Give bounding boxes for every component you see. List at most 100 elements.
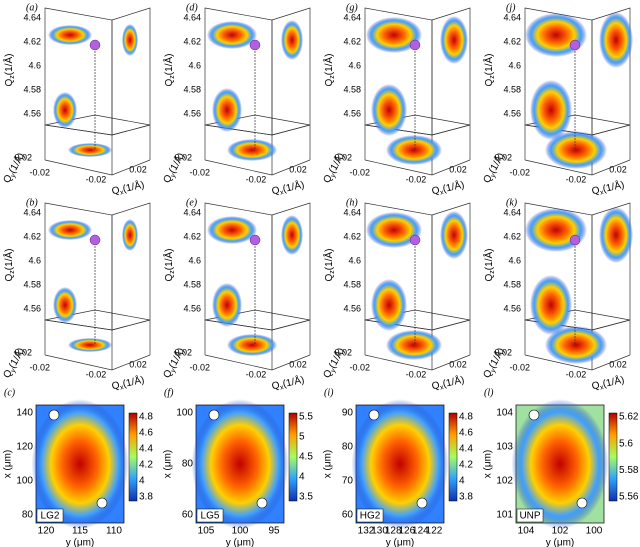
qx-tick-label: 0.02 bbox=[289, 359, 307, 369]
axis-label-part: (1/Å) bbox=[441, 372, 465, 389]
intensity-blob bbox=[366, 212, 422, 248]
axis-label: Qx(1/Å) bbox=[270, 177, 305, 198]
panel-label: (l) bbox=[484, 387, 494, 398]
qz-tick-label: 4.6 bbox=[188, 60, 201, 70]
qy-tick-label: 0.02 bbox=[14, 347, 32, 357]
axis-label: Qx(1/Å) bbox=[590, 177, 625, 198]
colorbar-tick-label: 4.5 bbox=[299, 452, 313, 463]
qx-tick-label: -0.02 bbox=[566, 369, 587, 379]
x-tick-label: 126 bbox=[398, 526, 415, 537]
axis-label-part: (1/Å) bbox=[601, 177, 625, 194]
axis-label-part: (1/Å) bbox=[121, 177, 145, 194]
qz-tick-label: 4.56 bbox=[503, 303, 521, 313]
axis-label-part: (1/Å) bbox=[322, 54, 335, 76]
qz-tick-label: 4.56 bbox=[503, 108, 521, 118]
isosurface bbox=[249, 234, 261, 246]
qz-tick-label: 4.6 bbox=[28, 60, 41, 70]
colorbar-tick-label: 5 bbox=[299, 432, 305, 443]
colorbar-tick-label: 5.56 bbox=[619, 492, 639, 503]
panel-label: (b) bbox=[26, 197, 38, 208]
intensity-blob bbox=[366, 17, 422, 53]
axis-label: Qx(1/Å) bbox=[270, 372, 305, 393]
x-tick-label: 130 bbox=[371, 526, 388, 537]
axis-label-part: x bbox=[120, 384, 125, 392]
qz-tick-label: 4.56 bbox=[343, 303, 361, 313]
axis-label: Qz(1/Å) bbox=[162, 54, 177, 87]
panel-label: (i) bbox=[324, 387, 334, 398]
x-tick-label: 102 bbox=[552, 526, 569, 537]
panel-label: (g) bbox=[346, 2, 358, 13]
intensity-blob bbox=[599, 207, 633, 263]
axis-label-part: z bbox=[489, 270, 496, 274]
x-tick-label: 104 bbox=[518, 526, 535, 537]
axis-label-part: Q bbox=[111, 380, 121, 392]
qz-tick-label: 4.6 bbox=[348, 255, 361, 265]
axis-label: Qy(1/Å) bbox=[0, 345, 29, 381]
box-edge bbox=[524, 354, 631, 371]
qx-tick-label: -0.02 bbox=[86, 369, 107, 379]
axis-label: Qz(1/Å) bbox=[482, 54, 497, 87]
colorbar-tick-label: 4.8 bbox=[139, 412, 153, 423]
colorbar bbox=[128, 412, 138, 502]
qz-tick-label: 4.64 bbox=[503, 207, 521, 217]
qz-tick-label: 4.56 bbox=[23, 303, 41, 313]
axis-label: Qz(1/Å) bbox=[482, 249, 497, 282]
qz-tick-label: 4.64 bbox=[23, 207, 41, 217]
x-tick-label: 124 bbox=[412, 526, 429, 537]
axis-label: Qx(1/Å) bbox=[430, 177, 465, 198]
map-hotspot bbox=[511, 399, 609, 529]
y-tick-label: 140 bbox=[16, 408, 33, 419]
intensity-blob bbox=[68, 143, 112, 157]
axis-label-part: z bbox=[9, 75, 16, 79]
qz-tick-label: 4.62 bbox=[503, 36, 521, 46]
qz-tick-label: 4.64 bbox=[503, 12, 521, 22]
axis-label-part: (1/Å) bbox=[482, 249, 495, 271]
box-edge bbox=[204, 354, 311, 371]
qz-tick-label: 4.62 bbox=[343, 231, 361, 241]
axis-label: Qx(1/Å) bbox=[430, 372, 465, 393]
box-edge bbox=[524, 159, 631, 176]
intensity-blob bbox=[53, 287, 77, 323]
intensity-blob bbox=[545, 131, 607, 169]
y-tick-label: 80 bbox=[342, 442, 354, 453]
qz-tick-label: 4.64 bbox=[23, 12, 41, 22]
y-axis-label: x (μm) bbox=[3, 450, 14, 479]
isosurface bbox=[89, 234, 101, 246]
axis-label-part: Q bbox=[164, 273, 175, 281]
panel-label: (a) bbox=[26, 2, 38, 13]
y-tick-label: 60 bbox=[182, 510, 194, 521]
marker bbox=[256, 497, 268, 509]
qz-tick-label: 4.64 bbox=[183, 207, 201, 217]
intensity-blob bbox=[212, 283, 242, 327]
intensity-blob bbox=[525, 208, 587, 252]
axis-label-part: Q bbox=[111, 185, 121, 197]
colorbar bbox=[608, 412, 618, 502]
y-axis-label: x (μm) bbox=[163, 450, 174, 479]
qy-tick-label: -0.02 bbox=[29, 362, 50, 372]
axis-label-part: y bbox=[10, 367, 18, 374]
intensity-blob bbox=[530, 80, 572, 140]
qx-tick-label: -0.02 bbox=[246, 369, 267, 379]
qz-tick-label: 4.56 bbox=[183, 303, 201, 313]
axis-label-part: z bbox=[169, 75, 176, 79]
colorbar-tick-label: 5.6 bbox=[619, 438, 633, 449]
qz-tick-label: 4.6 bbox=[348, 60, 361, 70]
intensity-blob bbox=[386, 330, 442, 360]
axis-label: Qy(1/Å) bbox=[479, 345, 508, 381]
qy-tick-label: 0.02 bbox=[494, 152, 512, 162]
qz-tick-label: 4.58 bbox=[183, 279, 201, 289]
qz-tick-label: 4.6 bbox=[508, 60, 521, 70]
axis-label-part: (1/Å) bbox=[2, 249, 15, 271]
qx-tick-label: 0.02 bbox=[609, 164, 627, 174]
x-tick-label: 122 bbox=[426, 526, 443, 537]
marker bbox=[368, 409, 380, 421]
qz-tick-label: 4.62 bbox=[183, 231, 201, 241]
axis-label-part: (1/Å) bbox=[601, 372, 625, 389]
qz-tick-label: 4.58 bbox=[183, 84, 201, 94]
axis-label: Qz(1/Å) bbox=[322, 249, 337, 282]
axis-label-part: z bbox=[9, 270, 16, 274]
intensity-blob bbox=[440, 16, 468, 64]
qy-tick-label: 0.02 bbox=[174, 347, 192, 357]
qy-tick-label: -0.02 bbox=[189, 167, 210, 177]
intensity-blob bbox=[545, 326, 607, 364]
